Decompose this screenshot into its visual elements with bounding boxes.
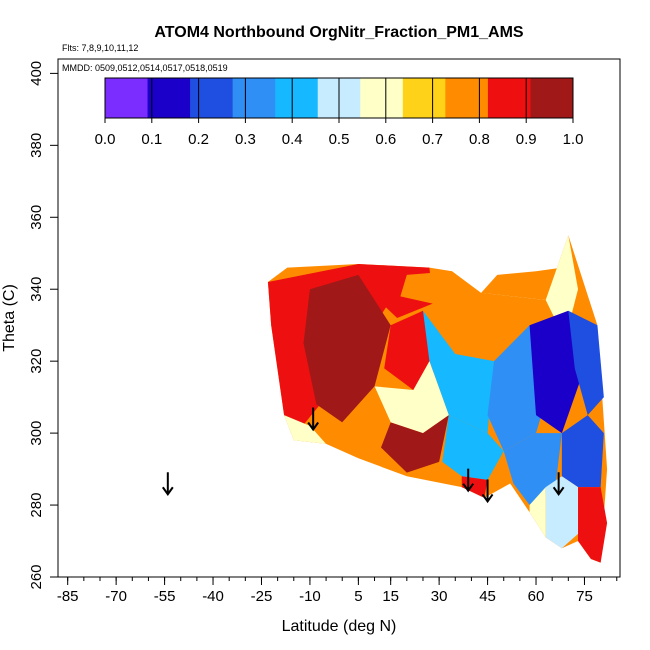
field-patch xyxy=(545,476,579,549)
field-patch xyxy=(578,487,608,563)
x-axis-label: Latitude (deg N) xyxy=(282,618,397,635)
colorbar-tick-label: 0.2 xyxy=(188,131,209,148)
arrow-marker xyxy=(552,472,565,496)
field-patch xyxy=(529,487,546,538)
colorbar-tick-label: 0.0 xyxy=(95,131,116,148)
x-tick-label: 75 xyxy=(576,588,593,605)
y-tick-label: 380 xyxy=(28,133,45,158)
data-field xyxy=(267,235,608,563)
field-patch xyxy=(400,271,453,304)
field-patch xyxy=(561,415,604,488)
colorbar-swatch xyxy=(530,78,574,118)
x-tick-label: -25 xyxy=(251,588,273,605)
field-patch xyxy=(342,386,391,455)
colorbar-tick-label: 0.3 xyxy=(235,131,256,148)
colorbar-swatch xyxy=(487,78,531,118)
colorbar-swatch xyxy=(147,78,191,118)
x-tick-label: -70 xyxy=(105,588,127,605)
y-tick-label: 300 xyxy=(28,421,45,446)
colorbar-tick-label: 0.9 xyxy=(516,131,537,148)
field-patch xyxy=(568,310,604,416)
arrow-markers xyxy=(162,407,565,504)
y-tick-label: 260 xyxy=(28,564,45,589)
colorbar-tick-label: 1.0 xyxy=(563,131,584,148)
arrow-marker xyxy=(162,472,174,496)
plot-frame xyxy=(57,58,621,578)
colorbar: 0.0 0.1 0.2 0.3 0.4 0.5 0.6 0.7 0.8 0.9 1.0 xyxy=(95,77,584,148)
colorbar-tick-label: 0.8 xyxy=(469,131,490,148)
colorbar-swatch xyxy=(360,78,404,118)
colorbar-swatch xyxy=(232,78,276,118)
field-patch xyxy=(303,274,391,423)
y-tick-label: 400 xyxy=(28,61,45,86)
colorbar-tick-label: 0.4 xyxy=(282,131,303,148)
colorbar-swatch xyxy=(402,78,446,118)
field-patch xyxy=(481,267,562,301)
x-tick-label: -40 xyxy=(202,588,224,605)
colorbar-swatch xyxy=(105,78,149,118)
colorbar-tick-label: 0.5 xyxy=(329,131,350,148)
field-patch xyxy=(374,361,449,434)
field-patch xyxy=(432,292,511,362)
field-patch xyxy=(380,415,449,473)
x-tick-label: -85 xyxy=(57,588,79,605)
flights-label: Flts: 7,8,9,10,11,12 xyxy=(62,43,138,53)
x-tick-label: -10 xyxy=(299,588,321,605)
colorbar-tick-label: 0.6 xyxy=(375,131,396,148)
field-patch xyxy=(284,415,327,444)
colorbar-swatch xyxy=(190,78,234,118)
arrow-marker xyxy=(481,479,494,504)
dates-label: MMDD: 0509,0512,0514,0517,0518,0519 xyxy=(62,63,228,73)
x-axis: -85 -70 -55 -40 -25 -10 5 15 30 45 60 75 xyxy=(57,577,618,605)
x-tick-label: 45 xyxy=(479,588,496,605)
field-patch xyxy=(277,289,291,398)
y-tick-label: 340 xyxy=(28,277,45,302)
x-tick-label: -55 xyxy=(154,588,176,605)
y-tick-label: 280 xyxy=(28,493,45,518)
colorbar-swatch xyxy=(275,78,319,118)
x-tick-label: 30 xyxy=(431,588,448,605)
y-tick-label: 320 xyxy=(28,349,45,374)
y-axis-label: Theta (C) xyxy=(1,284,18,352)
field-patch xyxy=(422,310,495,434)
field-patch xyxy=(529,310,585,434)
colorbar-tick-label: 0.7 xyxy=(422,131,443,148)
y-tick-label: 360 xyxy=(28,205,45,230)
arrow-marker xyxy=(307,407,319,432)
x-tick-label: 15 xyxy=(382,588,399,605)
arrow-marker xyxy=(462,468,475,493)
x-tick-label: 5 xyxy=(354,588,362,605)
y-axis: 260 280 300 320 340 360 380 400 xyxy=(28,61,58,590)
x-tick-label: 60 xyxy=(528,588,545,605)
chart-title: ATOM4 Northbound OrgNitr_Fraction_PM1_AM… xyxy=(154,24,524,41)
colorbar-swatch xyxy=(445,78,489,118)
field-patch xyxy=(442,415,504,480)
colorbar-tick-label: 0.1 xyxy=(141,131,162,148)
